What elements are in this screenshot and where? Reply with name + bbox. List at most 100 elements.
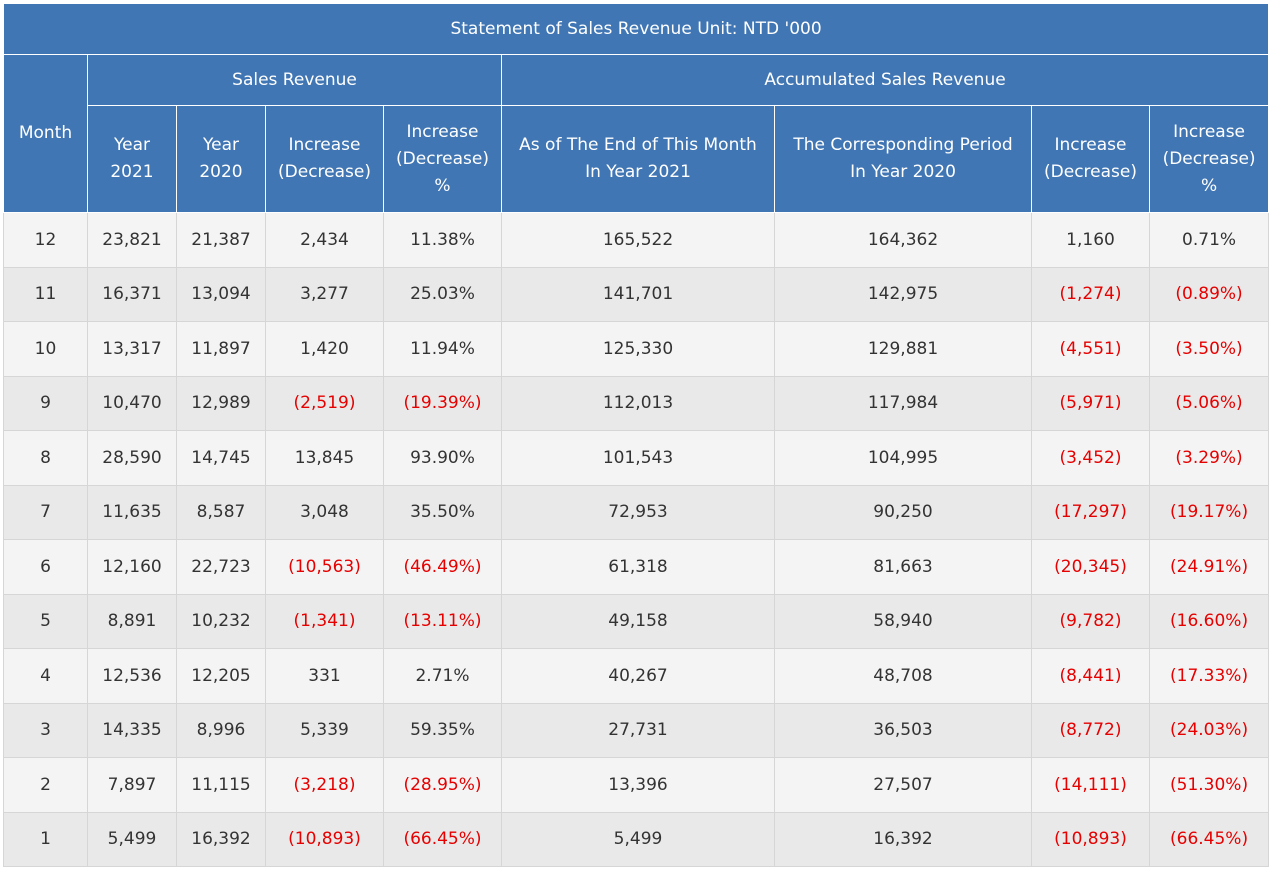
cell-accum-increase-decrease-pct: (24.03%) — [1148, 702, 1270, 758]
header-group-sales-revenue: Sales Revenue — [87, 54, 502, 106]
cell-accum-2020: 16,392 — [774, 811, 1032, 867]
cell-accum-2021: 72,953 — [501, 484, 775, 540]
header-line: Increase — [1173, 121, 1246, 142]
table-row: 8 28,590 14,745 13,845 93.90% 101,543 104,995(… — [3, 430, 1270, 486]
cell-increase-decrease-pct: (19.39%) — [383, 375, 502, 431]
cell-accum-2020: 48,708 — [774, 648, 1032, 704]
header-line: In Year 2021 — [585, 162, 691, 182]
cell-year-2020: 14,745 — [176, 430, 266, 486]
cell-accum-increase-decrease-pct: (66.45%) — [1148, 811, 1270, 867]
table-row: 2 7,897 11,115 (3,218) (28.95%) 13,396 27,507(… — [3, 757, 1270, 813]
cell-accum-increase-decrease-pct: (51.30%) — [1148, 757, 1270, 813]
cell-accum-increase-decrease-pct: (17.33%) — [1148, 648, 1270, 704]
cell-accum-increase-decrease: (5,971) — [1031, 375, 1150, 431]
header-year-2020: Year 2020 — [176, 105, 266, 213]
cell-year-2021: 8,891 — [87, 593, 177, 649]
table-row: 9 10,470 12,989 (2,519) (19.39%) 112,013 117,9… — [3, 375, 1270, 431]
cell-accum-increase-decrease: (10,893) — [1031, 811, 1150, 867]
cell-month: 9 — [3, 375, 88, 431]
cell-month: 6 — [3, 539, 88, 595]
cell-year-2021: 16,371 — [87, 266, 177, 322]
cell-accum-2021: 49,158 — [501, 593, 775, 649]
header-line: As of The End of This Month — [519, 135, 757, 155]
sales-revenue-table: Statement of Sales Revenue Unit: NTD '00… — [2, 3, 1270, 867]
cell-accum-2020: 58,940 — [774, 593, 1032, 649]
cell-month: 4 — [3, 648, 88, 704]
cell-year-2020: 11,115 — [176, 757, 266, 813]
cell-month: 7 — [3, 484, 88, 540]
cell-increase-decrease-pct: 59.35% — [383, 702, 502, 758]
cell-accum-increase-decrease: (17,297) — [1031, 484, 1150, 540]
cell-accum-increase-decrease: (4,551) — [1031, 321, 1150, 377]
cell-increase-decrease: (3,218) — [265, 757, 384, 813]
header-line: In Year 2020 — [850, 162, 956, 182]
cell-year-2021: 10,470 — [87, 375, 177, 431]
cell-accum-2020: 164,362 — [774, 212, 1032, 268]
header-line: Increase — [1054, 135, 1127, 155]
cell-year-2021: 28,590 — [87, 430, 177, 486]
cell-accum-2021: 40,267 — [501, 648, 775, 704]
cell-increase-decrease: 1,420 — [265, 321, 384, 377]
cell-accum-2021: 27,731 — [501, 702, 775, 758]
cell-increase-decrease-pct: 11.38% — [383, 212, 502, 268]
cell-accum-increase-decrease: (8,772) — [1031, 702, 1150, 758]
header-line: Increase — [406, 121, 479, 142]
cell-increase-decrease: 2,434 — [265, 212, 384, 268]
table-row: 11 16,371 13,094 3,277 25.03% 141,701 142,975(… — [3, 266, 1270, 322]
header-line: (Decrease) — [396, 148, 489, 169]
cell-year-2020: 8,587 — [176, 484, 266, 540]
cell-month: 5 — [3, 593, 88, 649]
table-row: 6 12,160 22,723 (10,563) (46.49%) 61,318 81,66… — [3, 539, 1270, 595]
header-month: Month — [3, 54, 88, 213]
cell-accum-increase-decrease-pct: (5.06%) — [1148, 375, 1270, 431]
cell-increase-decrease: 331 — [265, 648, 384, 704]
cell-year-2020: 21,387 — [176, 212, 266, 268]
cell-year-2020: 12,205 — [176, 648, 266, 704]
table-row: 5 8,891 10,232 (1,341) (13.11%) 49,158 58,940(… — [3, 593, 1270, 649]
cell-increase-decrease-pct: 25.03% — [383, 266, 502, 322]
header-line: (Decrease) — [278, 162, 371, 182]
cell-accum-increase-decrease-pct: (16.60%) — [1148, 593, 1270, 649]
cell-accum-increase-decrease: (1,274) — [1031, 266, 1150, 322]
header-accum-2021: As of The End of This Month In Year 2021 — [501, 105, 775, 213]
table-row: 10 13,317 11,897 1,420 11.94% 125,330 129,881(… — [3, 321, 1270, 377]
cell-accum-2020: 142,975 — [774, 266, 1032, 322]
cell-accum-increase-decrease: (20,345) — [1031, 539, 1150, 595]
cell-year-2020: 10,232 — [176, 593, 266, 649]
cell-year-2020: 16,392 — [176, 811, 266, 867]
cell-accum-increase-decrease: (14,111) — [1031, 757, 1150, 813]
cell-month: 12 — [3, 212, 88, 268]
cell-month: 8 — [3, 430, 88, 486]
cell-increase-decrease-pct: 35.50% — [383, 484, 502, 540]
header-line: 2021 — [110, 162, 154, 182]
cell-accum-2020: 104,995 — [774, 430, 1032, 486]
cell-increase-decrease-pct: (66.45%) — [383, 811, 502, 867]
table-row: 1 5,499 16,392 (10,893) (66.45%) 5,499 16,392(… — [3, 811, 1270, 867]
header-year-2021: Year 2021 — [87, 105, 177, 213]
table-row: 12 23,821 21,387 2,434 11.38% 165,522 164,362 1… — [3, 212, 1270, 268]
cell-accum-increase-decrease-pct: (0.89%) — [1148, 266, 1270, 322]
cell-accum-increase-decrease-pct: (19.17%) — [1148, 484, 1270, 540]
cell-accum-2021: 101,543 — [501, 430, 775, 486]
cell-month: 11 — [3, 266, 88, 322]
cell-accum-2021: 13,396 — [501, 757, 775, 813]
cell-increase-decrease: (10,563) — [265, 539, 384, 595]
cell-accum-2021: 125,330 — [501, 321, 775, 377]
cell-accum-2020: 36,503 — [774, 702, 1032, 758]
cell-increase-decrease: 13,845 — [265, 430, 384, 486]
header-line: Year — [203, 135, 239, 155]
cell-year-2021: 12,160 — [87, 539, 177, 595]
cell-accum-increase-decrease: (3,452) — [1031, 430, 1150, 486]
cell-accum-increase-decrease: 1,160 — [1031, 212, 1150, 268]
cell-month: 3 — [3, 702, 88, 758]
cell-accum-2020: 90,250 — [774, 484, 1032, 540]
cell-increase-decrease-pct: (28.95%) — [383, 757, 502, 813]
cell-accum-2020: 129,881 — [774, 321, 1032, 377]
header-accum-2020: The Corresponding Period In Year 2020 — [774, 105, 1032, 213]
cell-increase-decrease-pct: (46.49%) — [383, 539, 502, 595]
header-line: (Decrease) — [1162, 148, 1256, 169]
header-accum-increase-decrease-pct: Increase (Decrease)% — [1148, 105, 1270, 213]
cell-accum-2021: 112,013 — [501, 375, 775, 431]
table-title: Statement of Sales Revenue Unit: NTD '00… — [2, 3, 1270, 55]
cell-increase-decrease: 3,277 — [265, 266, 384, 322]
